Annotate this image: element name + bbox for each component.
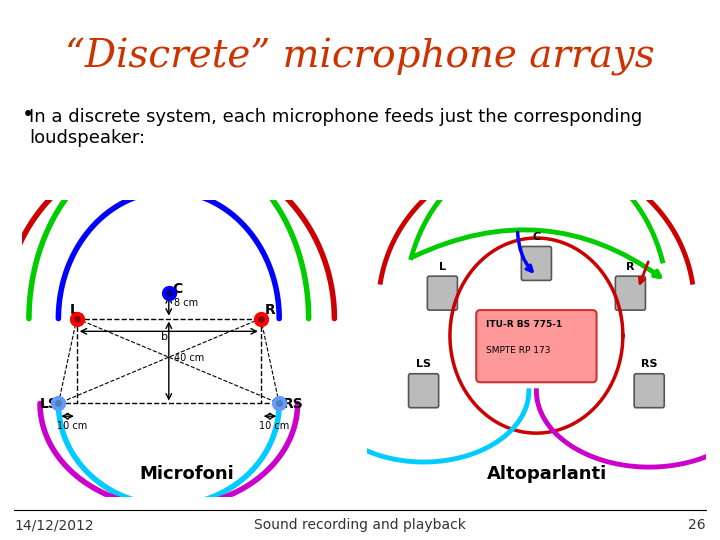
- Text: L: L: [69, 303, 78, 318]
- Text: Microfoni: Microfoni: [140, 465, 235, 483]
- FancyBboxPatch shape: [476, 310, 597, 382]
- Text: 10 cm: 10 cm: [57, 421, 87, 431]
- Text: Sound recording and playback: Sound recording and playback: [254, 518, 466, 532]
- Text: In a discrete system, each microphone feeds just the corresponding loudspeaker:: In a discrete system, each microphone fe…: [29, 108, 642, 147]
- Text: b: b: [161, 332, 168, 342]
- Text: RS: RS: [283, 397, 304, 411]
- Text: Altoparlanti: Altoparlanti: [487, 465, 608, 483]
- Text: RS: RS: [641, 360, 657, 369]
- Text: L: L: [439, 262, 446, 272]
- Text: 40 cm: 40 cm: [174, 353, 204, 363]
- Text: C: C: [173, 282, 183, 296]
- FancyBboxPatch shape: [634, 374, 665, 408]
- Text: R: R: [626, 262, 634, 272]
- Text: R: R: [264, 303, 275, 318]
- Text: 10 cm: 10 cm: [259, 421, 289, 431]
- Text: ITU-R BS 775-1: ITU-R BS 775-1: [485, 320, 562, 329]
- Text: SMPTE RP 173: SMPTE RP 173: [485, 346, 550, 355]
- Text: “Discrete” microphone arrays: “Discrete” microphone arrays: [65, 38, 655, 76]
- Text: LS: LS: [40, 397, 59, 411]
- FancyBboxPatch shape: [428, 276, 457, 310]
- FancyBboxPatch shape: [521, 246, 552, 280]
- Text: 14/12/2012: 14/12/2012: [14, 518, 94, 532]
- Text: LS: LS: [416, 360, 431, 369]
- Text: 8 cm: 8 cm: [174, 298, 199, 308]
- Text: •: •: [22, 105, 34, 125]
- Text: C: C: [532, 232, 541, 242]
- FancyBboxPatch shape: [408, 374, 438, 408]
- FancyBboxPatch shape: [616, 276, 645, 310]
- Text: 26: 26: [688, 518, 706, 532]
